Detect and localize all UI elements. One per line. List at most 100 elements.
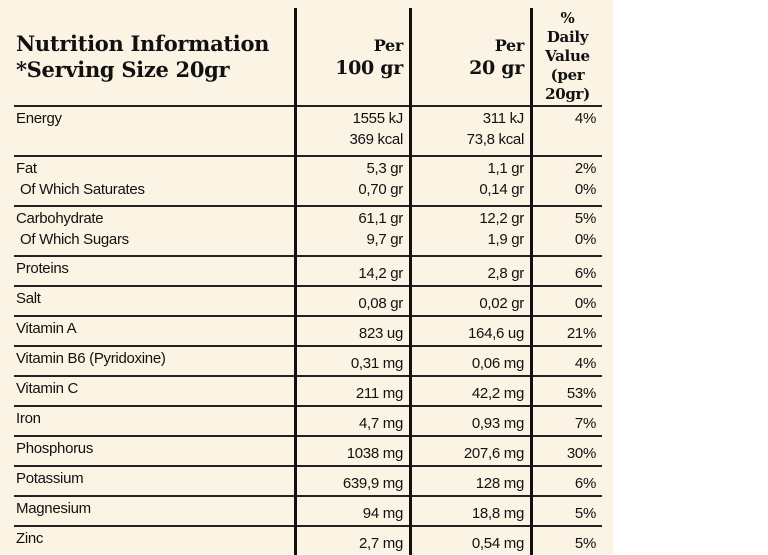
text-line: 9,7 gr: [366, 231, 403, 248]
header-row: Nutrition Information *Serving Size 20gr P…: [14, 8, 602, 106]
cell-name: Carbohydrate Of Which Sugars: [14, 205, 296, 256]
text-line: Zinc: [16, 530, 44, 547]
cell-name: Vitamin C: [14, 375, 296, 406]
header-title: Nutrition Information *Serving Size 20gr: [14, 8, 296, 106]
text-line: Of Which Sugars: [20, 231, 129, 248]
text-line: 20 gr: [469, 56, 524, 79]
cell-per20: 207,6 mg: [409, 435, 532, 466]
nutrient-row: Phosphorus 1038 mg 207,6 mg 30%: [14, 435, 602, 466]
header-daily: % Daily Value (per 20gr): [530, 8, 602, 106]
text-line: Per: [494, 35, 525, 55]
text-line: 61,1 gr: [358, 210, 403, 227]
cell-per100: 823 ug: [294, 315, 411, 346]
cell-per20: 311 kJ 73,8 kcal: [409, 105, 532, 156]
text-line: 639,9 mg: [342, 475, 403, 492]
cell-per20: 128 mg: [409, 465, 532, 496]
cell-per20: 0,54 mg: [409, 525, 532, 555]
text-line: % Daily: [546, 9, 589, 46]
cell-daily: 5%: [530, 525, 602, 555]
text-line: Vitamin C: [16, 380, 79, 397]
cell-daily: 2% 0%: [530, 155, 602, 206]
cell-per100: 94 mg: [294, 495, 411, 526]
text-line: 94 mg: [362, 505, 404, 522]
cell-daily: 6%: [530, 465, 602, 496]
cell-daily: 30%: [530, 435, 602, 466]
text-line: 2,8 gr: [487, 265, 524, 282]
text-line: 311 kJ: [482, 110, 525, 127]
text-line: 0,02 gr: [479, 295, 524, 312]
cell-daily: 21%: [530, 315, 602, 346]
text-line: 128 mg: [475, 475, 525, 492]
cell-name: Zinc: [14, 525, 296, 555]
cell-name: Proteins: [14, 255, 296, 286]
cell-per100: 14,2 gr: [294, 255, 411, 286]
text-line: Energy: [16, 110, 62, 127]
cell-per20: 0,06 mg: [409, 345, 532, 376]
text-line: 164,6 ug: [468, 325, 524, 342]
text-line: 5,3 gr: [366, 160, 403, 177]
cell-per20: 12,2 gr 1,9 gr: [409, 205, 532, 256]
cell-name: Magnesium: [14, 495, 296, 526]
cell-per100: 2,7 mg: [294, 525, 411, 555]
cell-per100: 0,08 gr: [294, 285, 411, 316]
cell-name: Vitamin B6 (Pyridoxine): [14, 345, 296, 376]
cell-name: Potassium: [14, 465, 296, 496]
cell-name: Iron: [14, 405, 296, 436]
text-line: *Serving Size 20gr: [16, 56, 230, 82]
header-per100: Per 100 gr: [294, 8, 411, 106]
text-line: 0,93 mg: [471, 415, 524, 432]
text-line: Salt: [16, 290, 41, 307]
text-line: Magnesium: [16, 500, 91, 517]
cell-name: Fat Of Which Saturates: [14, 155, 296, 206]
cell-daily: 5% 0%: [530, 205, 602, 256]
text-line: 369 kcal: [349, 131, 404, 148]
cell-per100: 0,31 mg: [294, 345, 411, 376]
cell-daily: 5%: [530, 495, 602, 526]
text-line: 0,70 gr: [358, 181, 403, 198]
text-line: 4,7 mg: [358, 415, 403, 432]
text-line: Iron: [16, 410, 41, 427]
cell-name: Phosphorus: [14, 435, 296, 466]
cell-per100: 4,7 mg: [294, 405, 411, 436]
cell-per100: 211 mg: [294, 375, 411, 406]
cell-per20: 164,6 ug: [409, 315, 532, 346]
cell-daily: 4%: [530, 345, 602, 376]
text-line: 1555 kJ: [352, 110, 404, 127]
nutrient-row: Magnesium 94 mg 18,8 mg 5%: [14, 495, 602, 526]
text-line: Nutrition Information: [16, 30, 270, 56]
text-line: 0,31 mg: [350, 355, 403, 372]
text-line: 5%: [574, 505, 596, 522]
nutrition-table: Nutrition Information *Serving Size 20gr P…: [14, 8, 602, 555]
text-line: 0%: [574, 295, 596, 312]
text-line: 2%: [574, 160, 596, 177]
text-line: 14,2 gr: [358, 265, 403, 282]
text-line: (per 20gr): [545, 66, 590, 103]
nutrient-row: Zinc 2,7 mg 0,54 mg 5%: [14, 525, 602, 555]
text-line: 4%: [574, 110, 596, 127]
text-line: 207,6 mg: [463, 445, 524, 462]
text-line: 0,06 mg: [471, 355, 524, 372]
text-line: Phosphorus: [16, 440, 94, 457]
text-line: Vitamin B6 (Pyridoxine): [16, 350, 166, 367]
text-line: 1038 mg: [346, 445, 404, 462]
text-line: 100 gr: [335, 56, 403, 79]
cell-name: Energy: [14, 105, 296, 156]
cell-per20: 42,2 mg: [409, 375, 532, 406]
text-line: 1,9 gr: [487, 231, 524, 248]
text-line: 18,8 mg: [471, 505, 524, 522]
cell-per100: 61,1 gr 9,7 gr: [294, 205, 411, 256]
nutrient-row: Proteins 14,2 gr 2,8 gr 6%: [14, 255, 602, 286]
nutrient-row: Energy 1555 kJ 369 kcal 311 kJ 73,8 kcal 4%: [14, 105, 602, 156]
text-line: Per: [373, 35, 404, 55]
cell-per20: 1,1 gr 0,14 gr: [409, 155, 532, 206]
label-panel: Nutrition Information *Serving Size 20gr P…: [0, 0, 613, 555]
text-line: Proteins: [16, 260, 69, 277]
cell-daily: 53%: [530, 375, 602, 406]
text-line: 7%: [574, 415, 596, 432]
text-line: Fat: [16, 160, 37, 177]
text-line: 12,2 gr: [479, 210, 524, 227]
header-per20: Per 20 gr: [409, 8, 532, 106]
text-line: 211 mg: [355, 385, 403, 402]
text-line: 5%: [574, 210, 596, 227]
